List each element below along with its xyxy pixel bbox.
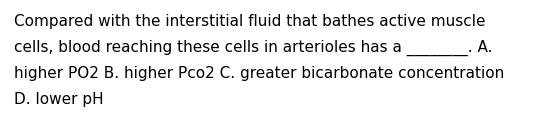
Text: cells, blood reaching these cells in arterioles has a ________. A.: cells, blood reaching these cells in art… xyxy=(14,40,493,56)
Text: Compared with the interstitial fluid that bathes active muscle: Compared with the interstitial fluid tha… xyxy=(14,14,485,29)
Text: D. lower pH: D. lower pH xyxy=(14,92,104,107)
Text: higher PO2 B. higher Pco2 C. greater bicarbonate concentration: higher PO2 B. higher Pco2 C. greater bic… xyxy=(14,66,504,81)
